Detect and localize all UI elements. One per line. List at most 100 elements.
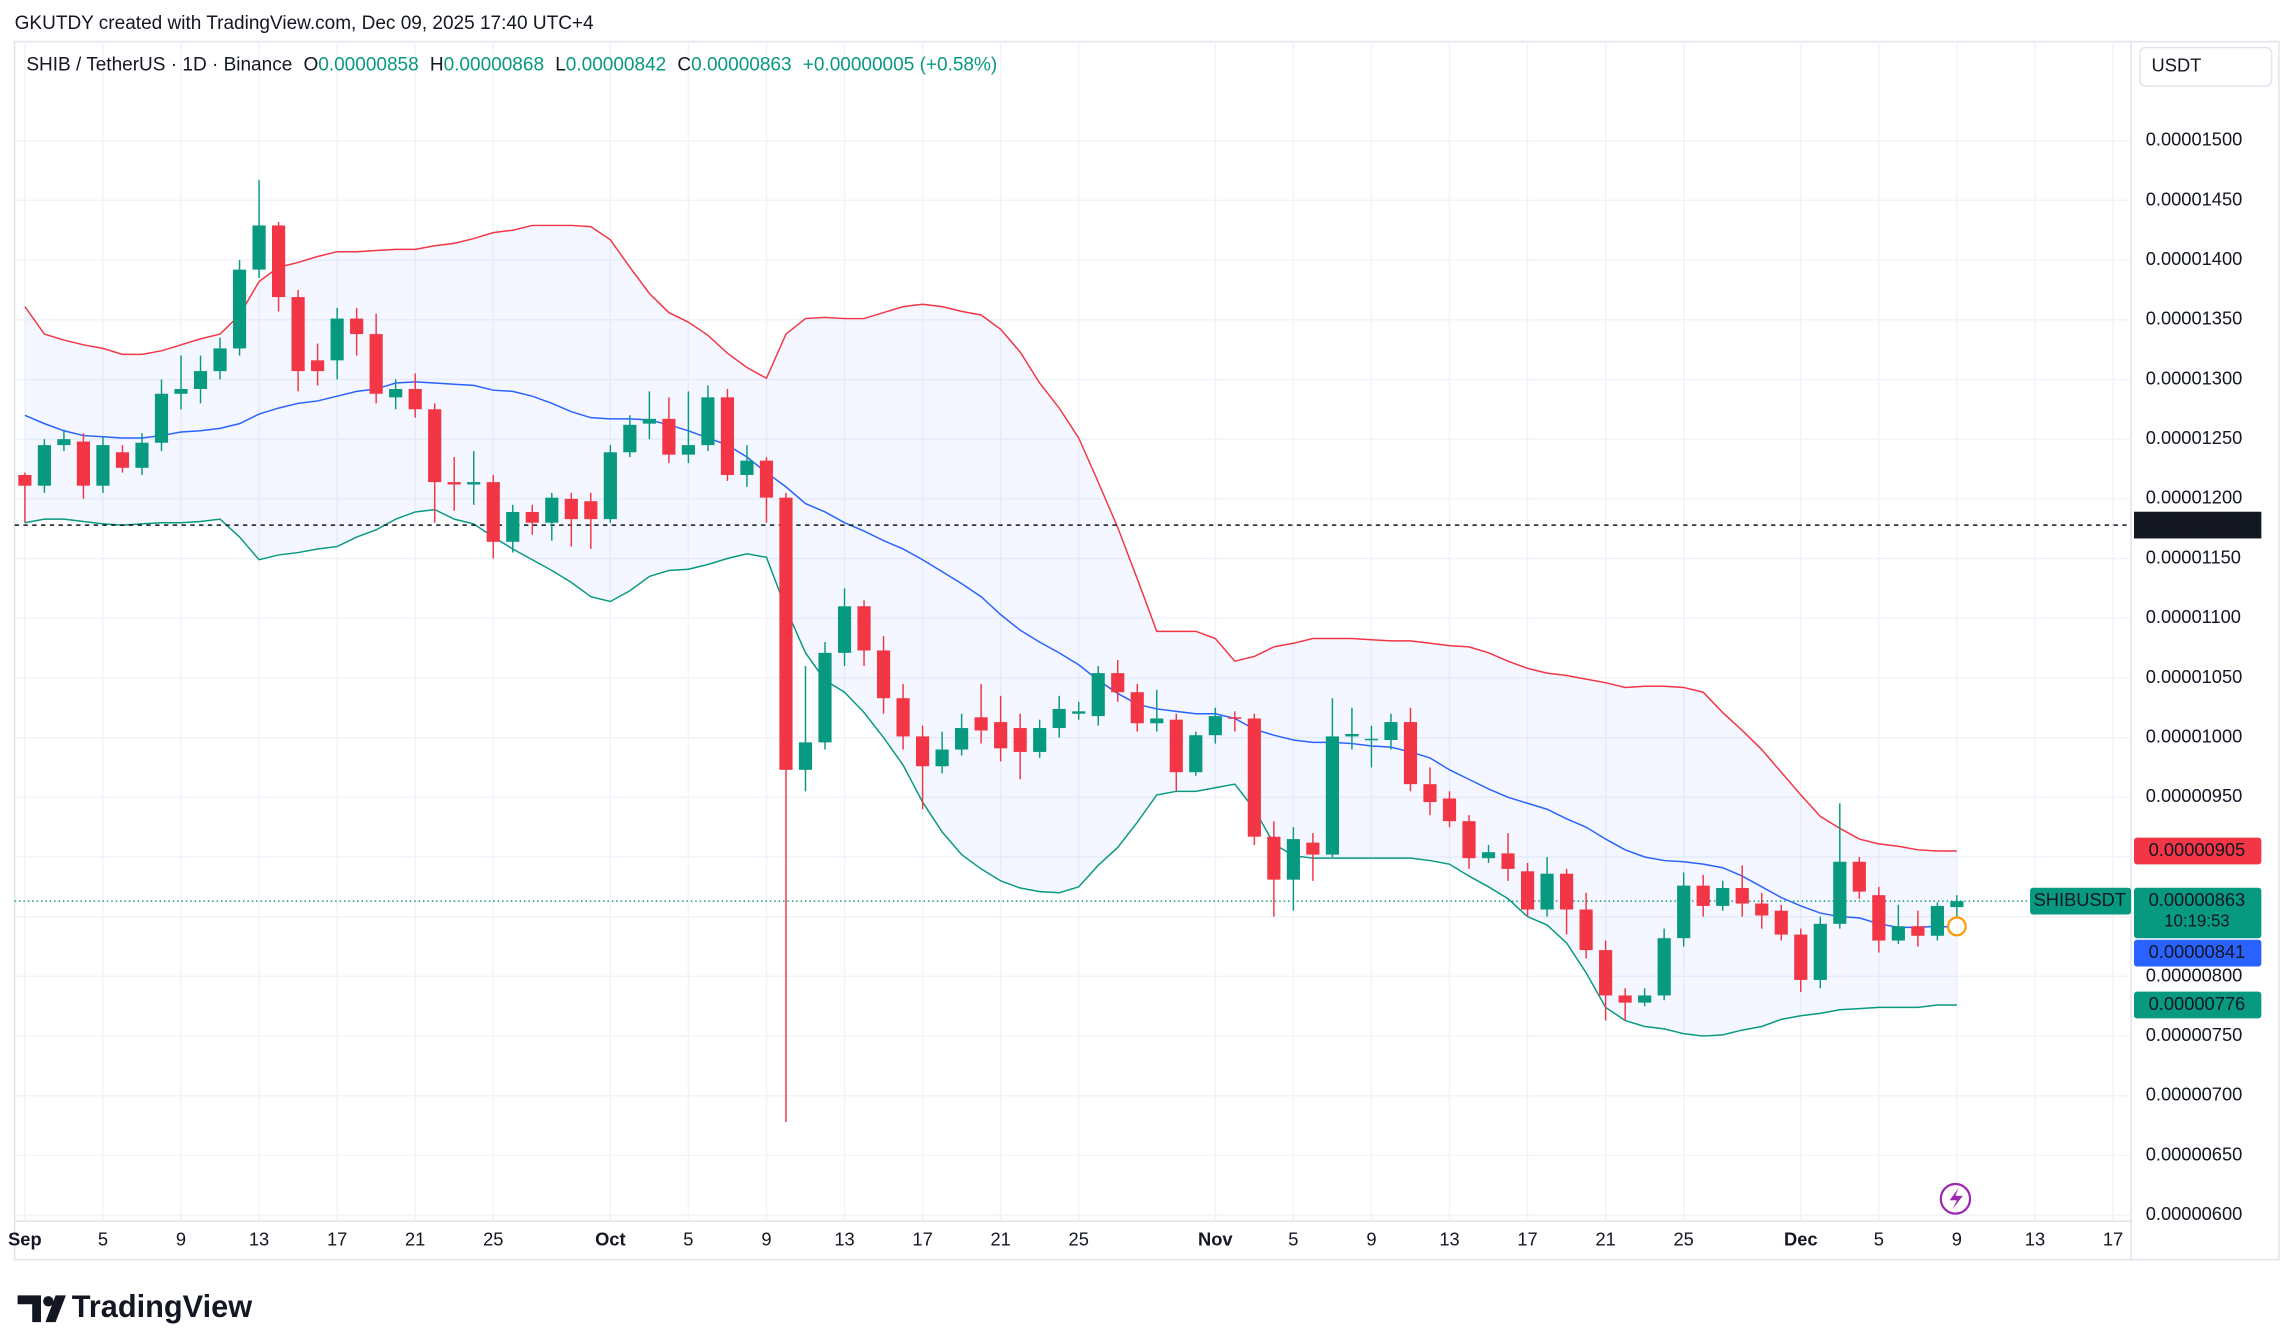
price-label: 0.00000776 (2149, 993, 2246, 1014)
y-tick-label: 0.00001100 (2146, 606, 2241, 627)
candle-body (1169, 719, 1183, 773)
ohlc-key: O (303, 54, 318, 75)
candle-body (642, 418, 656, 424)
ohlc-key: C (677, 54, 691, 75)
x-tick-label: 17 (1517, 1228, 1537, 1249)
candle-body (330, 318, 344, 361)
candle-body (1462, 821, 1476, 859)
candle-body (428, 409, 442, 483)
x-tick-label: 9 (1366, 1228, 1376, 1249)
candle-body (525, 511, 539, 523)
candle-body (1813, 923, 1827, 980)
change: +0.00000005 (+0.58%) (803, 54, 998, 75)
candle-body (1755, 903, 1769, 916)
x-tick-label: 13 (834, 1228, 854, 1249)
ohlc-key: L (555, 54, 566, 75)
y-tick-label: 0.00000700 (2146, 1084, 2243, 1105)
y-tick-label: 0.00001350 (2146, 308, 2243, 329)
ohlc-value: 0.00000858 (318, 54, 418, 75)
watermark: TradingView (72, 1289, 253, 1324)
candle-body (1481, 852, 1496, 859)
ohlc-value: 0.00000842 (566, 54, 666, 75)
y-tick-label: 0.00001200 (2146, 487, 2243, 508)
y-tick-label: 0.00001300 (2146, 367, 2243, 388)
candle-body (1130, 692, 1144, 724)
candle-body (1735, 888, 1749, 904)
candle-body (1403, 722, 1418, 785)
candle-body (1696, 885, 1710, 906)
y-tick-label: 0.00001400 (2146, 248, 2243, 269)
candle-body (1325, 736, 1339, 855)
y-tick-label: 0.00000950 (2146, 785, 2243, 806)
y-tick-label: 0.00001500 (2146, 128, 2243, 149)
candle-body (252, 225, 266, 270)
logo-mark (45, 1295, 66, 1323)
x-tick-label: 5 (98, 1228, 108, 1249)
x-tick-label: 9 (176, 1228, 186, 1249)
candle-body (447, 482, 461, 485)
price-label: 0.00000905 (2149, 839, 2246, 860)
x-tick-label: 17 (2103, 1228, 2123, 1249)
candle-body (408, 388, 422, 410)
candle-body (506, 511, 520, 542)
candle-body (1677, 885, 1691, 939)
legend-header: SHIB / TetherUS · 1D · Binance O0.000008… (26, 54, 997, 75)
candle-body (1891, 926, 1905, 941)
lightning (1949, 1188, 1963, 1210)
candle-body (1833, 861, 1847, 924)
candle-body (1911, 926, 1925, 936)
x-tick-label: Oct (595, 1228, 625, 1249)
candle-body (291, 297, 305, 372)
candle-body (1091, 673, 1105, 717)
plot (14, 180, 2132, 1123)
candle-body (701, 397, 715, 446)
candle-body (681, 445, 695, 455)
x-tick-label: 9 (1952, 1228, 1962, 1249)
candle-body (857, 606, 871, 651)
candle-body (96, 445, 110, 486)
candle-body (955, 728, 969, 750)
symbol-label: SHIBUSDT (2034, 889, 2126, 910)
candle-body (837, 606, 852, 653)
band-line (24, 508, 1957, 1037)
x-tick-label: 5 (683, 1228, 693, 1249)
logo-mark (17, 1295, 41, 1323)
x-tick-label: 13 (1439, 1228, 1459, 1249)
candle-body (1579, 909, 1593, 951)
ohlc-key: H (430, 54, 444, 75)
last-marker (1947, 916, 1967, 937)
candle-body (1228, 717, 1242, 719)
y-tick-label: 0.00000750 (2146, 1024, 2243, 1045)
price-label-bg (2133, 991, 2262, 1019)
candle-body (1872, 895, 1886, 941)
candle-body (740, 460, 754, 475)
ohlc-value: 0.00000863 (691, 54, 791, 75)
candle-body (662, 418, 676, 455)
candle-body (720, 397, 735, 475)
candle-body (818, 652, 832, 743)
candle-body (1345, 734, 1359, 737)
candle-body (1364, 738, 1379, 741)
y-tick-label: 0.00001000 (2146, 725, 2243, 746)
candle-body (486, 482, 500, 542)
candle-body (1013, 728, 1027, 752)
y-tick-label: 0.00001450 (2146, 188, 2243, 209)
candle-body (350, 318, 364, 335)
candle-body (76, 441, 91, 486)
price-label-bg (2133, 837, 2262, 865)
candle-body (1442, 798, 1457, 822)
candle-body (389, 388, 403, 398)
candle-body (1794, 934, 1808, 980)
candle-body (1657, 938, 1671, 996)
candle-body (154, 393, 169, 443)
candle-body (174, 388, 188, 394)
candle-body (1052, 708, 1066, 729)
candle-body (1072, 711, 1086, 714)
alert-icon[interactable] (1939, 1182, 1972, 1215)
currency-button[interactable] (2139, 46, 2273, 87)
price-label: 10:19:53 (2164, 911, 2229, 930)
candle-body (1520, 871, 1535, 910)
